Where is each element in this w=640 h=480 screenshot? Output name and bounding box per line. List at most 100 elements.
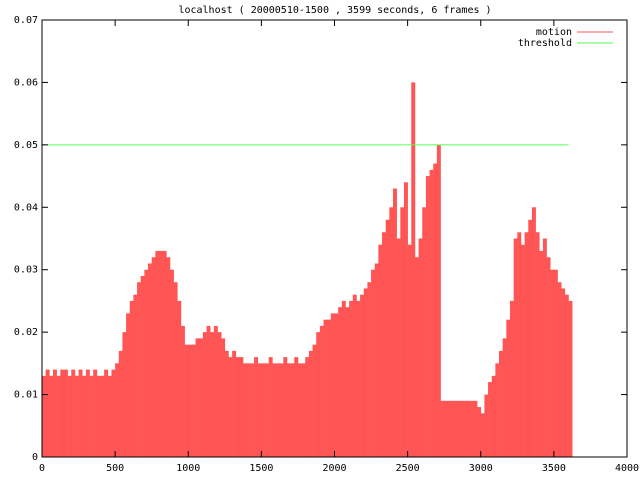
impulse	[290, 363, 295, 457]
impulse	[85, 369, 90, 457]
impulse	[440, 400, 445, 457]
impulse	[356, 300, 361, 457]
impulse	[447, 400, 452, 457]
impulse	[42, 375, 46, 457]
impulse	[425, 176, 430, 458]
impulse	[126, 313, 131, 457]
impulse	[228, 357, 233, 457]
impulse	[180, 325, 185, 457]
impulse	[52, 369, 57, 457]
impulse	[433, 163, 438, 458]
impulse	[257, 363, 262, 457]
impulse	[213, 325, 218, 457]
y-tick-label: 0.05	[14, 140, 38, 151]
impulse	[111, 369, 116, 457]
impulse	[45, 369, 50, 457]
impulse	[202, 332, 207, 457]
impulse	[268, 357, 273, 457]
x-tick-label: 4000	[615, 463, 639, 474]
impulse	[166, 257, 171, 457]
impulse	[155, 250, 160, 457]
impulse	[63, 369, 68, 457]
impulse	[286, 363, 291, 457]
impulse	[403, 182, 408, 458]
impulse	[520, 244, 525, 457]
impulse	[542, 238, 547, 457]
impulse	[133, 294, 138, 457]
impulse	[305, 357, 310, 457]
impulse	[316, 332, 321, 457]
impulse	[283, 357, 288, 457]
impulse	[517, 232, 522, 457]
x-tick-label: 0	[39, 463, 45, 474]
impulse	[221, 338, 226, 457]
impulse	[531, 207, 536, 457]
impulse	[312, 344, 317, 457]
impulse	[319, 325, 324, 457]
x-tick-label: 1000	[176, 463, 200, 474]
impulse	[382, 232, 386, 457]
impulse	[115, 363, 120, 457]
impulse	[360, 294, 365, 457]
impulse	[56, 375, 61, 457]
impulse	[444, 400, 449, 457]
impulse	[330, 313, 335, 457]
impulse	[195, 338, 200, 457]
impulse	[297, 363, 302, 457]
y-tick-label: 0.06	[14, 77, 38, 88]
impulse	[535, 232, 540, 457]
impulse	[254, 357, 259, 457]
impulse	[524, 232, 529, 457]
impulse	[184, 344, 189, 457]
x-tick-label: 3000	[469, 463, 493, 474]
impulse	[473, 400, 478, 457]
impulse	[272, 363, 277, 457]
legend-label: motion	[536, 27, 572, 38]
impulse	[122, 332, 127, 457]
impulse	[159, 250, 163, 457]
impulse	[261, 363, 266, 457]
impulse	[418, 238, 423, 457]
impulse	[243, 363, 248, 457]
impulse	[107, 375, 112, 457]
impulse	[191, 344, 196, 457]
impulse	[323, 319, 328, 457]
impulse	[363, 288, 368, 457]
impulse	[74, 375, 79, 457]
impulse	[568, 300, 573, 457]
impulse	[513, 238, 518, 457]
impulse	[411, 82, 416, 457]
impulse	[235, 357, 240, 457]
impulse	[206, 325, 211, 457]
impulse	[477, 407, 482, 457]
impulse	[246, 363, 251, 457]
legend-label: threshold	[518, 38, 572, 49]
y-tick-label: 0	[32, 452, 38, 463]
x-tick-label: 2500	[396, 463, 420, 474]
impulse	[96, 375, 101, 457]
impulse	[462, 400, 467, 457]
impulse	[118, 350, 123, 457]
impulse	[528, 219, 533, 457]
impulse	[82, 375, 87, 457]
impulse	[239, 357, 244, 457]
impulse	[385, 219, 390, 457]
impulse	[162, 250, 167, 457]
impulse	[557, 282, 562, 457]
impulse	[169, 269, 174, 457]
y-tick-label: 0.04	[14, 202, 38, 213]
impulse	[389, 207, 394, 457]
impulse	[89, 375, 94, 457]
y-tick-label: 0.07	[14, 15, 38, 26]
impulse	[455, 400, 460, 457]
impulse	[188, 344, 193, 457]
y-tick-label: 0.02	[14, 327, 38, 338]
impulse	[414, 257, 419, 457]
impulse	[217, 332, 222, 457]
impulse	[407, 244, 412, 457]
plot-area	[42, 82, 573, 458]
impulse	[250, 363, 255, 457]
impulse	[294, 357, 299, 457]
y-tick-label: 0.03	[14, 265, 38, 276]
